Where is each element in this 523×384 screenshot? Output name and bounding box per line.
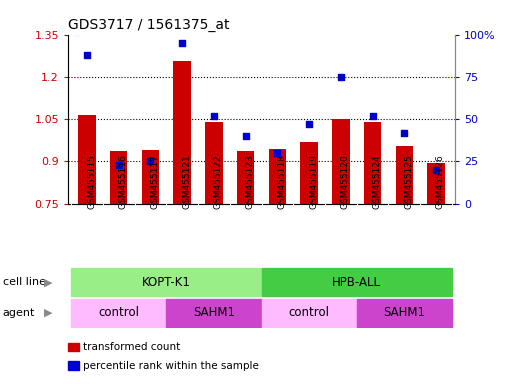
Bar [142,150,159,204]
Bar [427,163,445,204]
Text: GSM455115: GSM455115 [87,154,96,209]
Text: transformed count: transformed count [83,342,180,352]
Text: agent: agent [3,308,35,318]
Point [273,150,281,156]
Text: GSM455123: GSM455123 [246,154,255,209]
Bar [357,299,452,327]
Point [178,40,186,46]
Text: cell line: cell line [3,277,46,287]
Bar [262,299,357,327]
Point [432,167,440,173]
Text: GSM455119: GSM455119 [309,154,318,209]
Bar [332,119,349,204]
Text: percentile rank within the sample: percentile rank within the sample [83,361,258,371]
Point [368,113,377,119]
Bar [205,122,223,204]
Point [400,129,408,136]
Text: GDS3717 / 1561375_at: GDS3717 / 1561375_at [68,18,230,32]
Point [146,158,155,164]
Bar [174,61,191,204]
Text: SAHM1: SAHM1 [383,306,425,319]
Text: ▶: ▶ [44,277,52,287]
Bar [78,115,96,204]
Point [242,133,250,139]
Bar [262,268,452,296]
Point [115,162,123,168]
Bar [395,146,413,204]
Bar [364,122,381,204]
Point [305,121,313,127]
Bar [300,142,318,204]
Text: GSM455120: GSM455120 [341,154,350,209]
Text: ▶: ▶ [44,308,52,318]
Text: control: control [98,306,139,319]
Point [210,113,218,119]
Text: GSM455117: GSM455117 [151,154,160,209]
Text: GSM455116: GSM455116 [119,154,128,209]
Text: GSM455126: GSM455126 [436,154,445,209]
Text: HPB-ALL: HPB-ALL [332,276,381,289]
Text: SAHM1: SAHM1 [193,306,235,319]
Text: control: control [289,306,329,319]
Bar [269,149,286,204]
Text: GSM455125: GSM455125 [404,154,413,209]
Text: GSM455122: GSM455122 [214,154,223,209]
Bar [166,299,262,327]
Bar [71,299,166,327]
Bar [110,151,128,204]
Point [337,74,345,80]
Text: GSM455124: GSM455124 [372,154,382,209]
Text: GSM455121: GSM455121 [182,154,191,209]
Point [83,52,91,58]
Text: KOPT-K1: KOPT-K1 [142,276,191,289]
Text: GSM455118: GSM455118 [277,154,287,209]
Bar [71,268,262,296]
Bar [237,151,254,204]
